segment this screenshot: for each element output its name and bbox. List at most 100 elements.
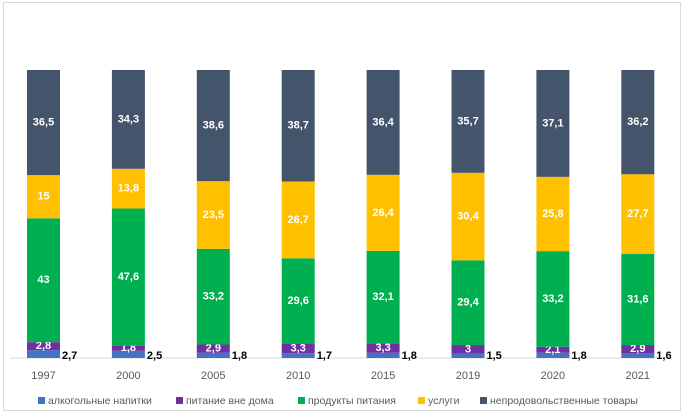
x-tick-label: 2010 — [286, 370, 310, 382]
data-label: 2,9 — [630, 343, 645, 355]
data-label: 3 — [465, 343, 471, 355]
data-label: 27,7 — [627, 208, 648, 220]
x-tick-label: 2005 — [201, 370, 225, 382]
bar-segment — [621, 345, 655, 354]
bar-segment — [281, 353, 315, 358]
bar-segment — [621, 70, 655, 175]
bar-segment — [366, 250, 400, 344]
legend-label: услуги — [428, 395, 460, 407]
data-label: 1,5 — [487, 350, 502, 362]
legend-swatch — [480, 397, 487, 404]
bar-segment — [451, 345, 485, 354]
bar-segment — [281, 343, 315, 354]
bar-segment — [111, 70, 145, 169]
data-label: 1,8 — [402, 350, 417, 362]
x-tick-label: 2000 — [116, 370, 140, 382]
data-label: 36,5 — [33, 117, 54, 129]
data-label: 33,2 — [542, 293, 563, 305]
bar-segment — [366, 174, 400, 251]
legend-swatch — [176, 397, 183, 404]
legend-label: питание вне дома — [186, 395, 274, 407]
bar-segment — [27, 175, 60, 219]
bar-segment — [621, 174, 655, 255]
data-label: 36,4 — [372, 116, 394, 128]
data-label: 13,8 — [118, 183, 139, 195]
legend-swatch — [38, 397, 45, 404]
bar-segment — [196, 70, 230, 182]
data-label: 37,1 — [542, 117, 563, 129]
data-label: 25,8 — [542, 208, 563, 220]
x-tick-label: 2021 — [626, 370, 650, 382]
x-tick-label: 2015 — [371, 370, 395, 382]
bar-segment — [536, 70, 570, 177]
bar-segment — [196, 181, 230, 249]
bar-segment — [111, 350, 145, 358]
bar-segment — [281, 70, 315, 182]
bar-segment — [366, 352, 400, 358]
data-label: 29,6 — [287, 295, 308, 307]
data-label: 35,7 — [457, 115, 478, 127]
bar-segment — [111, 208, 145, 346]
bar-segment — [536, 346, 570, 353]
bar-segment — [281, 258, 315, 344]
legend-swatch — [298, 397, 305, 404]
data-label: 3,3 — [375, 342, 390, 354]
data-label: 34,3 — [118, 113, 139, 125]
bar-segment — [536, 251, 570, 347]
bar-segment — [451, 260, 485, 346]
data-label: 2,5 — [147, 350, 162, 362]
bar-segment — [27, 70, 60, 176]
data-label: 1,8 — [571, 350, 586, 362]
bar-segment — [196, 344, 230, 353]
x-tick-label: 2019 — [456, 370, 480, 382]
legend-swatch — [418, 397, 425, 404]
chart-border — [3, 2, 681, 411]
x-tick-label: 1997 — [31, 370, 55, 382]
x-tick-label: 2020 — [541, 370, 565, 382]
bar-segment — [27, 218, 60, 343]
data-label: 30,4 — [457, 211, 479, 223]
data-label: 43 — [37, 274, 49, 286]
bar-segment — [451, 70, 485, 173]
data-label: 33,2 — [203, 291, 224, 303]
data-label: 32,1 — [372, 291, 393, 303]
bar-segment — [281, 181, 315, 259]
bar-segment — [621, 254, 655, 346]
data-label: 36,2 — [627, 116, 648, 128]
bar-segment — [196, 352, 230, 358]
bar-segment — [111, 168, 145, 209]
data-label: 1,7 — [317, 350, 332, 362]
data-label: 2,1 — [545, 344, 560, 356]
bar-segment — [196, 248, 230, 345]
data-label: 2,7 — [62, 350, 77, 362]
data-label: 47,6 — [118, 271, 139, 283]
data-label: 1,6 — [656, 350, 671, 362]
data-label: 31,6 — [627, 294, 648, 306]
data-label: 23,5 — [203, 209, 224, 221]
bar-segment — [27, 342, 60, 351]
legend-label: алкогольные напитки — [48, 395, 152, 407]
bar-segment — [621, 353, 655, 358]
legend-label: непродовольственные товары — [490, 395, 638, 407]
bar-segment — [111, 345, 145, 351]
bar-segment — [536, 176, 570, 252]
bar-segment — [451, 172, 485, 261]
bar-segment — [366, 70, 400, 175]
data-label: 15 — [37, 191, 49, 203]
data-label: 1,8 — [232, 350, 247, 362]
data-label: 29,4 — [457, 297, 479, 309]
data-label: 2,9 — [206, 343, 221, 355]
bar-segment — [536, 352, 570, 358]
data-label: 2,8 — [36, 340, 51, 352]
data-label: 3,3 — [291, 342, 306, 354]
bar-segment — [366, 343, 400, 353]
data-label: 26,7 — [287, 214, 308, 226]
bar-segment — [27, 350, 60, 358]
data-label: 38,7 — [287, 120, 308, 132]
data-label: 26,4 — [372, 207, 394, 219]
bar-segment — [451, 353, 485, 358]
legend-label: продукты питания — [308, 395, 396, 407]
data-label: 38,6 — [203, 120, 224, 132]
